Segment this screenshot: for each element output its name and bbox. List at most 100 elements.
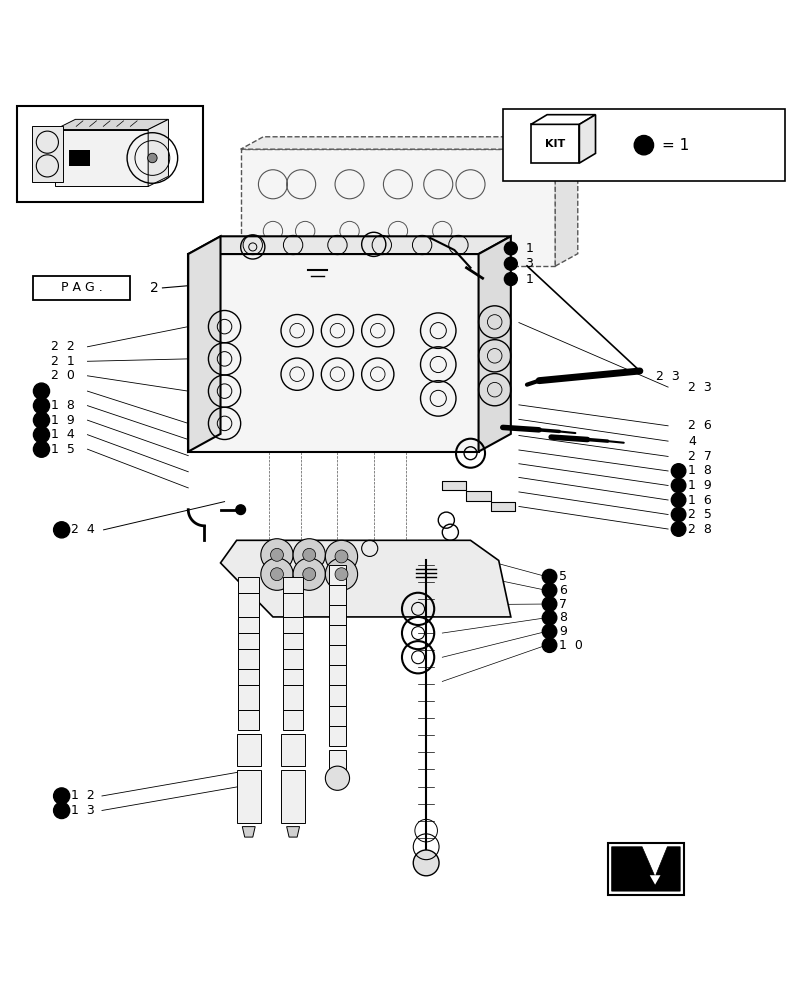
- Circle shape: [303, 568, 315, 581]
- Bar: [282, 633, 303, 649]
- Text: 7: 7: [559, 598, 567, 611]
- Bar: [282, 649, 303, 669]
- Text: 2  4: 2 4: [71, 523, 95, 536]
- Bar: [238, 669, 259, 685]
- Circle shape: [325, 540, 357, 573]
- Bar: [607, 843, 684, 895]
- Circle shape: [542, 638, 556, 652]
- Bar: [240, 149, 555, 266]
- Bar: [238, 685, 259, 710]
- Bar: [282, 710, 303, 730]
- Circle shape: [260, 539, 293, 571]
- Text: 2  8: 2 8: [688, 523, 711, 536]
- Bar: [282, 577, 303, 593]
- Text: 1  3: 1 3: [71, 804, 95, 817]
- Bar: [281, 770, 305, 823]
- Bar: [238, 649, 259, 669]
- Text: 2  5: 2 5: [688, 508, 711, 521]
- Text: 2  3: 2 3: [688, 381, 711, 394]
- Polygon shape: [644, 848, 664, 872]
- Circle shape: [325, 766, 349, 790]
- Text: 1  2: 1 2: [71, 789, 95, 802]
- Text: 1  5: 1 5: [51, 443, 75, 456]
- Polygon shape: [611, 847, 680, 891]
- Polygon shape: [242, 827, 255, 837]
- Text: 1  4: 1 4: [51, 428, 75, 441]
- Polygon shape: [55, 119, 168, 130]
- Polygon shape: [530, 115, 594, 124]
- Text: 1  6: 1 6: [688, 493, 711, 506]
- Bar: [328, 665, 346, 685]
- Circle shape: [303, 548, 315, 561]
- Circle shape: [671, 493, 685, 507]
- Bar: [238, 710, 259, 730]
- Polygon shape: [240, 137, 577, 149]
- Text: 8: 8: [559, 611, 567, 624]
- Bar: [238, 633, 259, 649]
- Text: 1  9: 1 9: [688, 479, 711, 492]
- Bar: [238, 617, 259, 633]
- Circle shape: [260, 558, 293, 590]
- Text: 3: 3: [525, 257, 533, 270]
- Polygon shape: [555, 137, 577, 266]
- Text: 2  7: 2 7: [688, 450, 711, 463]
- Bar: [328, 726, 346, 746]
- Bar: [236, 734, 260, 766]
- Text: 2  1: 2 1: [51, 355, 75, 368]
- Bar: [17, 106, 203, 202]
- Circle shape: [633, 135, 653, 155]
- Bar: [282, 617, 303, 633]
- Text: 2  2: 2 2: [51, 340, 75, 353]
- Bar: [502, 109, 784, 181]
- Text: 1  8: 1 8: [51, 399, 75, 412]
- Text: P A G .: P A G .: [61, 281, 102, 294]
- Text: 9: 9: [559, 625, 566, 638]
- Circle shape: [413, 850, 439, 876]
- Circle shape: [235, 505, 245, 515]
- Text: 1  9: 1 9: [51, 414, 75, 427]
- Circle shape: [542, 597, 556, 611]
- Text: 6: 6: [559, 584, 566, 597]
- Circle shape: [671, 522, 685, 536]
- Polygon shape: [188, 236, 510, 254]
- Polygon shape: [148, 119, 168, 186]
- Circle shape: [54, 522, 70, 538]
- Circle shape: [270, 548, 283, 561]
- Circle shape: [504, 273, 517, 285]
- Bar: [188, 254, 478, 452]
- Bar: [282, 685, 303, 710]
- Circle shape: [148, 153, 157, 163]
- Circle shape: [504, 242, 517, 255]
- Bar: [490, 502, 514, 511]
- Bar: [466, 491, 490, 501]
- Bar: [328, 585, 346, 605]
- Text: 1  8: 1 8: [688, 464, 711, 477]
- Polygon shape: [55, 130, 148, 186]
- Circle shape: [671, 478, 685, 493]
- Bar: [236, 770, 260, 823]
- Text: 2: 2: [150, 281, 159, 295]
- Bar: [328, 565, 346, 585]
- Polygon shape: [579, 115, 594, 163]
- Bar: [328, 750, 346, 774]
- Bar: [238, 593, 259, 617]
- Bar: [282, 669, 303, 685]
- Text: 2  3: 2 3: [655, 370, 679, 383]
- Circle shape: [33, 441, 49, 457]
- Bar: [33, 276, 130, 300]
- Text: 1  0: 1 0: [559, 639, 582, 652]
- Text: 2  0: 2 0: [51, 369, 75, 382]
- Circle shape: [542, 569, 556, 584]
- Polygon shape: [286, 827, 299, 837]
- Circle shape: [293, 539, 325, 571]
- Polygon shape: [478, 236, 510, 452]
- Circle shape: [33, 398, 49, 414]
- Bar: [69, 150, 89, 166]
- Circle shape: [542, 610, 556, 625]
- Circle shape: [33, 427, 49, 443]
- Circle shape: [54, 802, 70, 819]
- Circle shape: [335, 550, 347, 563]
- Text: = 1: = 1: [662, 138, 689, 153]
- Polygon shape: [530, 124, 579, 163]
- Circle shape: [270, 568, 283, 581]
